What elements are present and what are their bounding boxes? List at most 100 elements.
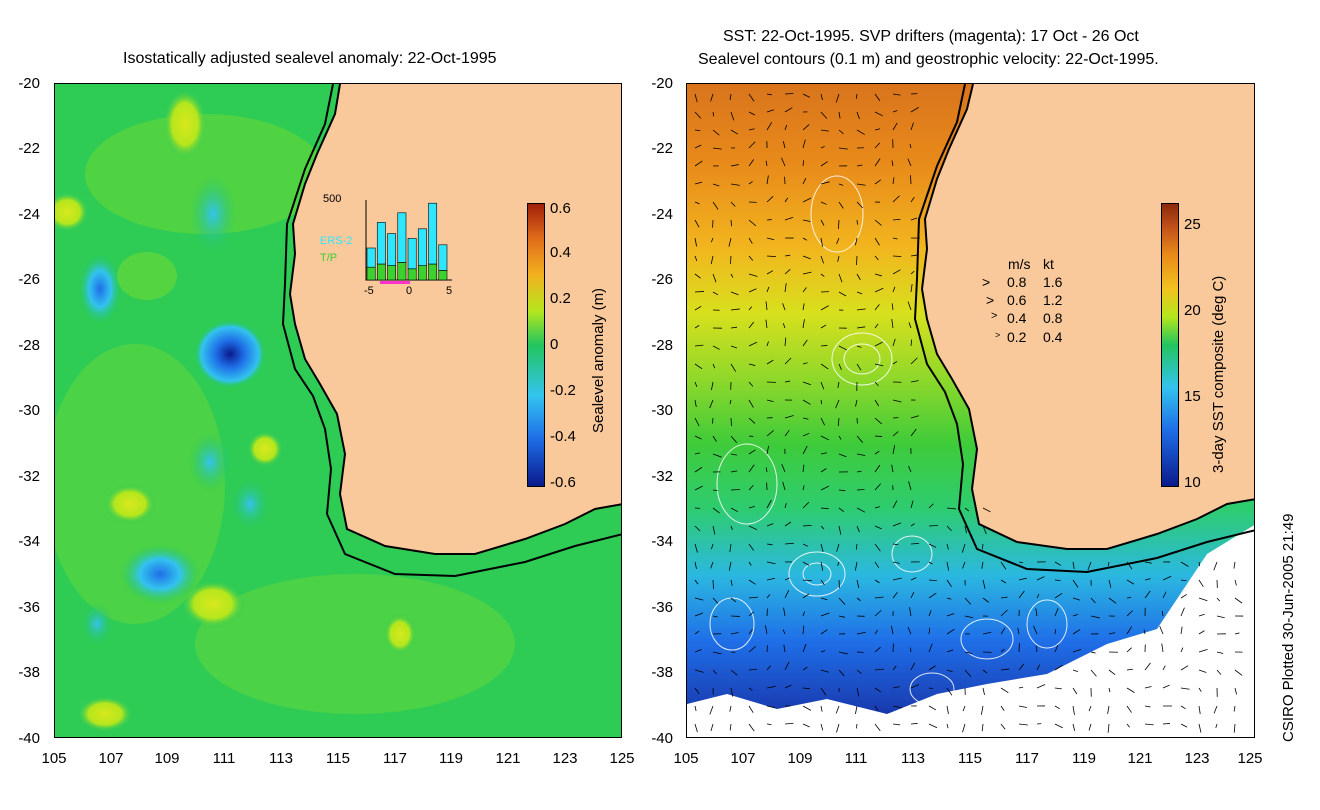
right-xtick-9: 123 xyxy=(1184,750,1210,767)
right-ytick-8: -36 xyxy=(651,599,673,616)
right-colorbar xyxy=(1161,203,1179,487)
right-xtick-6: 117 xyxy=(1015,750,1039,767)
left-xtick-1: 107 xyxy=(98,750,124,767)
right-xtick-1: 107 xyxy=(730,750,756,767)
inset-bar-tp xyxy=(407,268,417,281)
right-coastline xyxy=(920,84,1254,550)
left-xtick-4: 113 xyxy=(269,750,293,767)
inset-series-ers2: ERS-2 xyxy=(320,235,353,247)
inset-bar-ers2 xyxy=(428,202,438,265)
inset-bar-ers2 xyxy=(438,244,448,271)
sealevel-contours xyxy=(709,175,1068,706)
left-xtick-10: 125 xyxy=(609,750,635,767)
left-ytick-6: -32 xyxy=(18,468,40,485)
inset-ymax-label: 500 xyxy=(323,193,342,205)
left-ytick-3: -26 xyxy=(18,271,40,288)
cloud-mask xyxy=(687,525,1254,737)
right-xtick-8: 121 xyxy=(1127,750,1153,767)
velocity-legend-header-ms: m/s xyxy=(1008,256,1031,272)
right-xtick-4: 113 xyxy=(901,750,925,767)
geostrophic-velocity-arrows xyxy=(694,93,1244,733)
right-ytick-9: -38 xyxy=(651,664,673,681)
left-xtick-3: 111 xyxy=(212,750,236,767)
velocity-legend-kt-2: 0.8 xyxy=(1043,310,1063,326)
left-ytick-0: -20 xyxy=(18,75,40,92)
right-xtick-2: 109 xyxy=(787,750,813,767)
right-isobath-line xyxy=(913,84,1254,574)
left-cb-tick-1: 0.4 xyxy=(550,244,571,261)
isobath-line xyxy=(281,84,621,578)
right-cb-tick-2: 15 xyxy=(1184,388,1201,405)
inset-series-tp: T/P xyxy=(320,252,338,264)
velocity-legend-kt-3: 0.4 xyxy=(1043,329,1063,345)
credit-text: CSIRO Plotted 30-Jun-2005 21:49 xyxy=(1280,513,1297,742)
velocity-legend-arrow-2: > xyxy=(991,310,998,322)
left-xtick-0: 105 xyxy=(41,750,67,767)
left-panel-title: Isostatically adjusted sealevel anomaly:… xyxy=(123,50,497,67)
right-xtick-7: 119 xyxy=(1072,750,1096,767)
right-ytick-1: -22 xyxy=(651,140,673,157)
inset-bar-ers2 xyxy=(376,222,386,265)
inset-bar-tp xyxy=(428,263,438,281)
velocity-legend-ms-1: 0.6 xyxy=(1007,292,1027,308)
right-cb-tick-3: 10 xyxy=(1184,474,1201,491)
left-cb-tick-2: 0.2 xyxy=(550,290,571,307)
inset-xtick-0: -5 xyxy=(364,285,374,297)
inset-bar-tp xyxy=(387,265,397,281)
inset-bar-ers2 xyxy=(397,212,407,263)
right-cb-tick-0: 25 xyxy=(1184,216,1201,233)
inset-histogram: 500 ERS-2 T/P -5 0 5 xyxy=(318,190,468,300)
velocity-legend-arrow-0: > xyxy=(982,274,991,290)
left-cb-tick-5: -0.4 xyxy=(550,428,576,445)
right-map-svg xyxy=(687,84,1254,737)
right-xtick-10: 125 xyxy=(1237,750,1263,767)
velocity-legend-arrow-3: > xyxy=(995,330,1001,340)
left-cb-tick-4: -0.2 xyxy=(550,382,576,399)
right-ytick-4: -28 xyxy=(651,337,673,354)
right-ytick-3: -26 xyxy=(651,271,673,288)
velocity-legend-ms-2: 0.4 xyxy=(1007,310,1027,326)
left-colorbar xyxy=(527,203,545,487)
left-ytick-2: -24 xyxy=(18,206,40,223)
velocity-legend-kt-1: 1.2 xyxy=(1043,292,1063,308)
velocity-legend-kt-0: 1.6 xyxy=(1043,274,1063,290)
left-xtick-8: 121 xyxy=(495,750,521,767)
left-cb-tick-6: -0.6 xyxy=(550,474,576,491)
inset-bar-tp xyxy=(417,265,427,281)
velocity-legend-ms-0: 0.8 xyxy=(1007,274,1027,290)
inset-bar-ers2 xyxy=(387,233,397,266)
inset-bar-ers2 xyxy=(417,228,427,266)
right-ytick-7: -34 xyxy=(651,533,673,550)
inset-xtick-1: 0 xyxy=(406,285,413,297)
right-panel-title-line1: SST: 22-Oct-1995. SVP drifters (magenta)… xyxy=(723,28,1139,45)
left-xtick-6: 117 xyxy=(383,750,407,767)
left-ytick-9: -38 xyxy=(18,664,40,681)
left-map-svg xyxy=(55,84,621,737)
right-ytick-6: -32 xyxy=(651,468,673,485)
left-xtick-9: 123 xyxy=(552,750,578,767)
velocity-legend-ms-3: 0.2 xyxy=(1007,329,1027,345)
inset-xtick-2: 5 xyxy=(446,285,453,297)
left-ytick-7: -34 xyxy=(18,533,40,550)
right-ytick-5: -30 xyxy=(651,402,673,419)
right-colorbar-label: 3-day SST composite (deg C) xyxy=(1210,275,1227,473)
left-ytick-4: -28 xyxy=(18,337,40,354)
right-ytick-0: -20 xyxy=(651,75,673,92)
left-ytick-8: -36 xyxy=(18,599,40,616)
inset-bar-tp xyxy=(397,262,407,281)
coastline xyxy=(288,84,621,555)
velocity-legend-header-kt: kt xyxy=(1043,256,1054,272)
inset-bars xyxy=(365,200,452,284)
low-anomaly-eddy xyxy=(194,320,266,388)
left-xtick-2: 109 xyxy=(154,750,180,767)
inset-bar-ers2 xyxy=(407,238,417,270)
left-cb-tick-3: 0 xyxy=(550,336,559,353)
inset-bar-tp xyxy=(366,266,376,281)
left-ytick-5: -30 xyxy=(18,402,40,419)
left-map xyxy=(54,83,622,738)
left-cb-tick-0: 0.6 xyxy=(550,200,571,217)
inset-window-marker xyxy=(380,281,410,284)
left-colorbar-label: Sealevel anomaly (m) xyxy=(590,287,607,433)
right-cb-tick-1: 20 xyxy=(1184,302,1201,319)
left-xtick-5: 115 xyxy=(326,750,350,767)
